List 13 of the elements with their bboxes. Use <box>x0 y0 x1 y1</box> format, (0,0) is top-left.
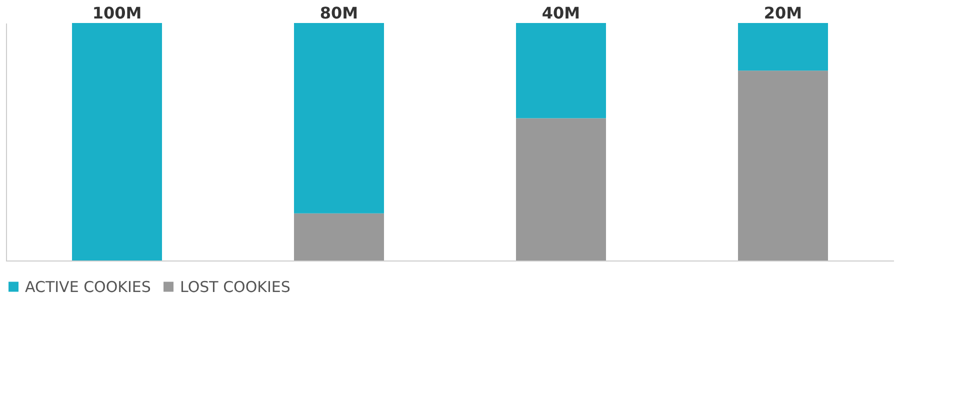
x-tick-label: 40M <box>542 4 580 22</box>
bar <box>516 23 606 118</box>
bar <box>294 213 384 261</box>
x-tick-label: 100M <box>92 4 142 22</box>
legend-label: LOST COOKIES <box>180 278 290 296</box>
bar <box>738 23 828 71</box>
bar <box>738 70 828 261</box>
bar <box>72 23 162 261</box>
bar <box>516 118 606 261</box>
x-tick-label: 80M <box>320 4 358 22</box>
legend-label: ACTIVE COOKIES <box>25 278 151 296</box>
x-tick-label: 20M <box>764 4 802 22</box>
bar <box>294 23 384 214</box>
